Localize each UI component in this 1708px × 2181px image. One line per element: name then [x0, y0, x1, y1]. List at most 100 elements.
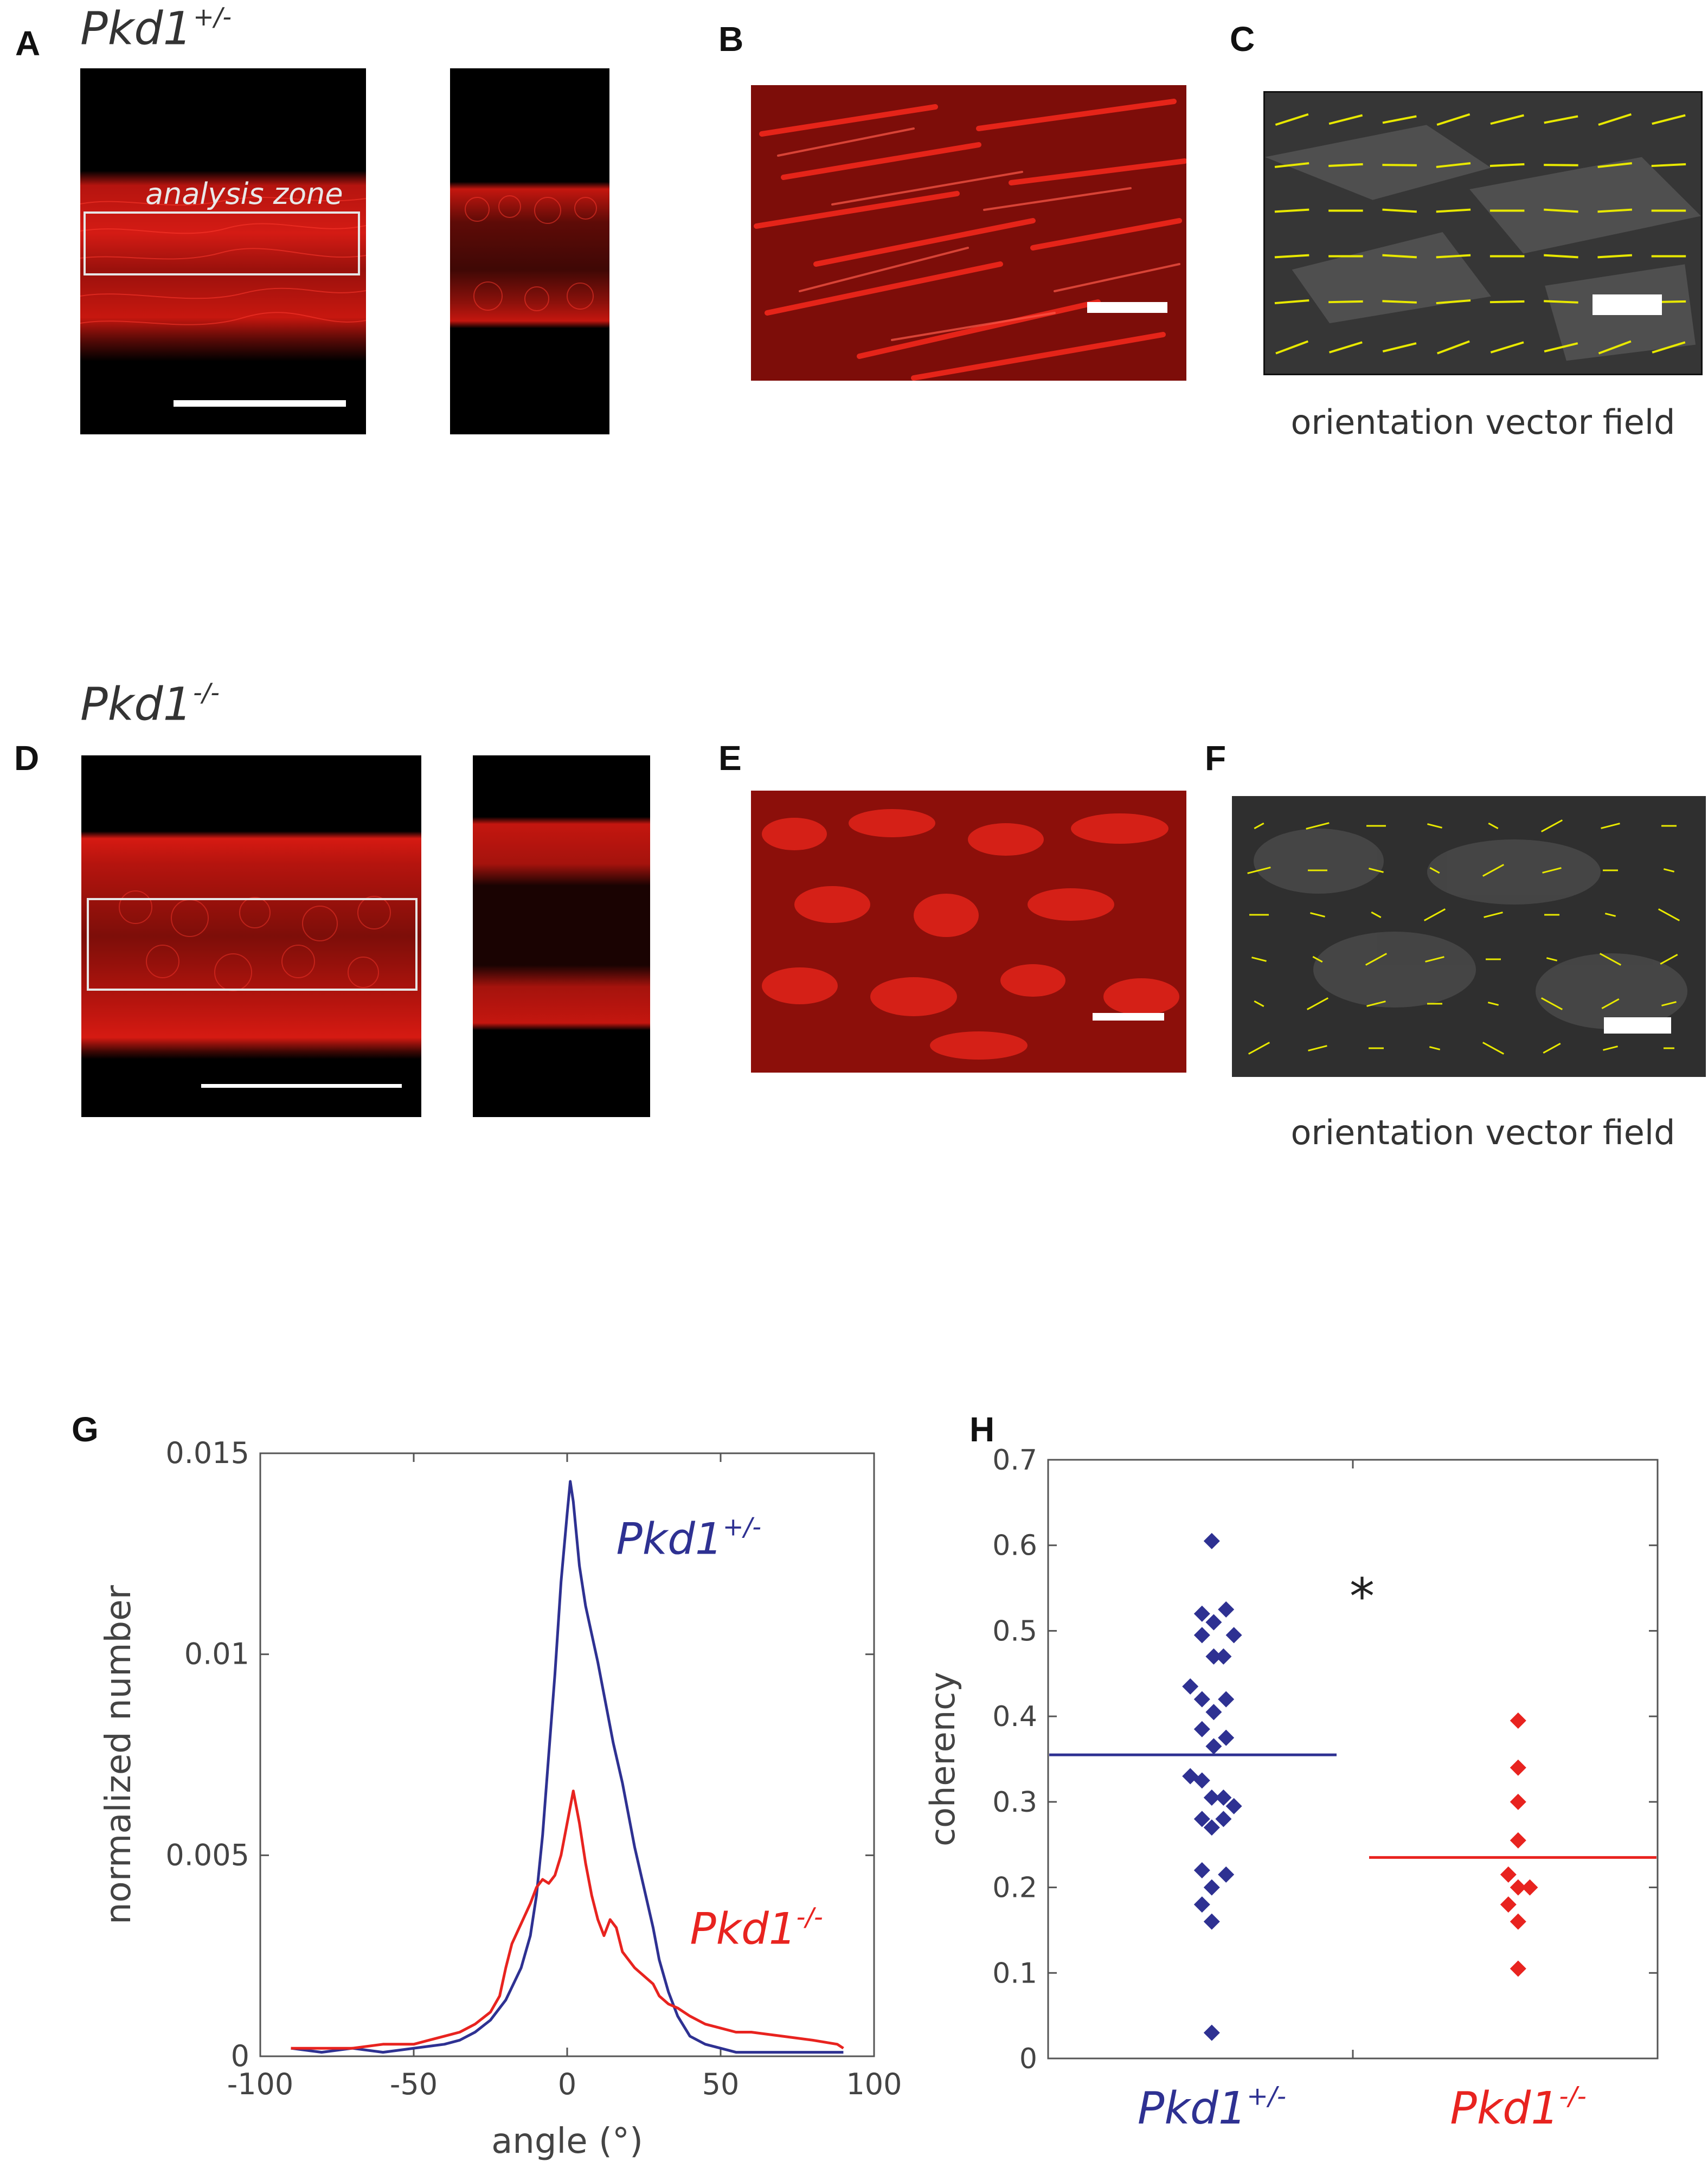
orientation-vector: [1597, 208, 1633, 213]
data-point-het: [1215, 1811, 1232, 1827]
x-category-label-het-text: Pkd1: [1138, 2083, 1247, 2134]
data-point-het: [1193, 1627, 1210, 1644]
orientation-vector: [1490, 114, 1524, 125]
y-tick-label: 0: [231, 2039, 249, 2073]
orientation-vector: [1382, 300, 1417, 304]
orientation-vector: [1598, 113, 1632, 126]
panel-label-a: A: [15, 24, 41, 63]
x-category-label-het-sup: +/-: [1247, 2082, 1286, 2112]
scale-bar: [1604, 1017, 1671, 1034]
orientation-vector: [1488, 822, 1499, 830]
data-point-het: [1225, 1798, 1242, 1814]
panel-label-h: H: [969, 1410, 995, 1449]
scale-bar: [1593, 294, 1662, 315]
orientation-vector: [1274, 162, 1309, 168]
orientation-vector: [1436, 113, 1471, 126]
orientation-vector: [1597, 162, 1632, 168]
orientation-vector: [1328, 163, 1363, 168]
orientation-vector: [1601, 998, 1620, 1009]
orientation-vector: [1429, 867, 1440, 874]
orientation-vector: [1369, 868, 1384, 873]
data-point-het: [1193, 1605, 1210, 1622]
data-point-ko: [1510, 1712, 1526, 1729]
orientation-vector: [1328, 114, 1363, 125]
data-point-het: [1203, 1913, 1220, 1930]
panel-label-b: B: [718, 20, 744, 59]
y-tick-label: 0.3: [992, 1786, 1037, 1819]
orientation-field-c: [1263, 91, 1703, 375]
orientation-vector: [1436, 340, 1470, 355]
x-axis-label: angle (°): [491, 2121, 643, 2161]
orientation-vector: [1660, 954, 1678, 965]
orientation-vector: [1544, 115, 1578, 124]
micrograph-b: [751, 85, 1186, 381]
orientation-vector: [1484, 912, 1503, 918]
y-tick-label: 0.005: [165, 1838, 249, 1872]
orientation-vector: [1540, 997, 1563, 1010]
x-category-label-ko-sup: -/-: [1559, 2082, 1586, 2112]
data-point-ko: [1510, 1960, 1526, 1977]
data-point-het: [1215, 1789, 1232, 1806]
orientation-vector: [1382, 342, 1417, 353]
orientation-vector: [1371, 911, 1382, 919]
orientation-vector: [1544, 342, 1578, 353]
orientation-vector: [1274, 208, 1309, 213]
orientation-vector: [1482, 864, 1505, 877]
panel-label-f: F: [1205, 739, 1227, 778]
y-tick-label: 0.2: [992, 1872, 1037, 1904]
orientation-vector: [1248, 1042, 1270, 1055]
data-point-het: [1193, 1691, 1210, 1708]
orientation-vector: [1604, 913, 1616, 917]
genotype-text: Pkd1: [80, 2, 192, 55]
data-point-ko: [1521, 1879, 1538, 1896]
y-tick-label: 0.7: [992, 1444, 1037, 1477]
micrograph-a-longitudinal: analysis zone: [80, 68, 366, 434]
scale-bar: [201, 1084, 402, 1088]
y-tick-label: 0: [1019, 2043, 1037, 2075]
orientation-vector: [1275, 340, 1309, 355]
x-tick-label: 50: [702, 2067, 740, 2101]
orientation-vector: [1542, 867, 1562, 874]
orientation-vector: [1429, 1046, 1441, 1050]
genotype-label-row1: Pkd1+/-: [80, 4, 232, 52]
orientation-vector: [1251, 957, 1267, 962]
data-point-ko: [1510, 1913, 1526, 1930]
series-annotation-ko-sup: -/-: [797, 1902, 823, 1932]
genotype-label-row2: Pkd1-/-: [80, 680, 220, 727]
series-annotation-ko-text: Pkd1: [690, 1903, 796, 1954]
orientation-vector: [1543, 1043, 1561, 1054]
data-point-het: [1203, 1879, 1220, 1896]
data-point-het: [1203, 1789, 1220, 1806]
orientation-vector: [1254, 1000, 1264, 1008]
data-point-het: [1225, 1627, 1242, 1644]
orientation-vector: [1274, 299, 1309, 305]
data-point-ko: [1510, 1759, 1526, 1776]
data-point-ko: [1510, 1879, 1526, 1896]
orientation-vector: [1544, 254, 1578, 259]
orientation-vector: [1544, 300, 1578, 304]
orientation-vector: [1652, 341, 1686, 354]
data-point-ko: [1510, 1832, 1526, 1849]
orientation-vector: [1310, 912, 1325, 918]
data-point-het: [1205, 1738, 1222, 1755]
orientation-vector: [1427, 823, 1442, 829]
series-line-ko: [291, 1789, 844, 2050]
orientation-vector: [1275, 113, 1309, 126]
data-point-het: [1205, 1648, 1222, 1665]
orientation-vector: [1597, 254, 1633, 259]
orientation-vector: [1308, 1045, 1327, 1051]
x-category-label-het: Pkd1+/-: [1138, 2082, 1286, 2134]
caption-c: orientation vector field: [1290, 402, 1675, 442]
analysis-zone-label: analysis zone: [145, 177, 343, 211]
orientation-field-f: [1232, 796, 1706, 1077]
analysis-zone-box: [87, 898, 418, 991]
data-point-het: [1182, 1768, 1199, 1785]
orientation-vector: [1254, 822, 1264, 830]
vector-field-arrows: [1247, 819, 1680, 1055]
data-point-het: [1193, 1862, 1210, 1879]
vector-field-arrows: [1274, 113, 1686, 355]
data-point-ko: [1510, 1793, 1526, 1810]
chart-g: -100 -50 0 50 100 0 0.005 0.01 0.015 angle (°) nor…: [0, 1410, 922, 2178]
series-annotation-ko: Pkd1-/-: [690, 1902, 823, 1954]
